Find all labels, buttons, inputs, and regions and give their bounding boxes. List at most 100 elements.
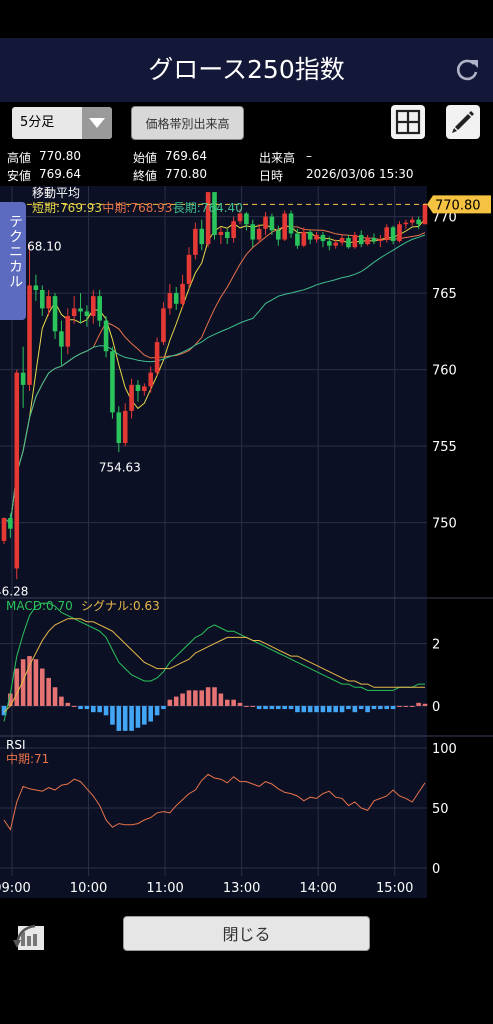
candle-body [116, 412, 122, 444]
macd-histogram-bar [193, 690, 198, 706]
ma-title: 移動平均 [32, 186, 80, 200]
candle-body [244, 213, 249, 225]
macd-histogram-bar [346, 705, 351, 710]
price-chart[interactable]: 770 765 760 755 750 770.80 771.62 754.63 768.10 4… [0, 186, 493, 898]
macd-tick-label: 0 [432, 700, 440, 715]
candle-body [212, 192, 217, 235]
candle-body [161, 308, 166, 343]
candle-body [78, 308, 83, 312]
technical-tab-label: テクニカル [7, 214, 23, 289]
rsi-tick-label: 100 [432, 742, 457, 757]
candle-body [27, 285, 32, 385]
rsi-legend: 中期:71 [6, 751, 49, 766]
chart-back-icon[interactable] [11, 918, 47, 952]
candle-body [84, 311, 90, 317]
candle-body [154, 342, 160, 373]
candle-body [71, 308, 77, 317]
candle-body [397, 224, 402, 242]
candle-body [97, 296, 102, 321]
ma-legend-item: 中期:768.93 [102, 200, 172, 215]
rsi-title: RSI [6, 738, 26, 752]
low-value: 769.64 [39, 167, 81, 181]
candle-body [358, 234, 364, 245]
time-tick-label: 10:00 [70, 881, 107, 896]
candle-body [352, 234, 358, 248]
macd-histogram-bar [199, 690, 205, 706]
interval-select-label: 5分足 [20, 115, 55, 130]
candle-body [384, 227, 390, 240]
candle-body [129, 384, 134, 411]
axis-background [427, 186, 493, 898]
time-tick-label: 14:00 [299, 881, 336, 896]
volume-profile-button[interactable]: 価格帯別出来高 [131, 106, 244, 140]
candle-body [231, 221, 236, 239]
datetime-label: 日時 [259, 169, 284, 183]
macd-histogram-bar [103, 705, 109, 716]
candle-body [122, 410, 128, 444]
candle-body [110, 351, 115, 413]
volume-value: – [306, 149, 312, 163]
candle-body [193, 228, 198, 255]
candle-body [282, 213, 287, 240]
candle-body [371, 238, 377, 242]
candle-body [339, 238, 345, 243]
technical-tab[interactable]: テクニカル [0, 202, 26, 320]
macd-histogram-bar [263, 705, 268, 710]
time-tick-label: 11:00 [146, 881, 183, 896]
interval-select[interactable]: 5分足 [12, 107, 112, 139]
candle-body [199, 228, 205, 245]
rsi-tick-label: 50 [432, 802, 449, 817]
header-bar: グロース250指数 [0, 38, 493, 102]
macd-histogram-bar [39, 668, 45, 706]
macd-histogram-bar [295, 705, 300, 713]
quote-info: 高値 770.80 安値 769.64 始値 769.64 終値 770.80 … [0, 146, 493, 186]
macd-histogram-bar [71, 705, 77, 707]
current-price-badge [427, 195, 491, 214]
candle-body [224, 231, 230, 239]
status-bar [0, 0, 493, 38]
candle-body [378, 239, 383, 242]
macd-histogram-bar [231, 699, 236, 706]
candle-body [288, 213, 294, 234]
macd-histogram-bar [20, 659, 26, 706]
macd-histogram-bar [173, 696, 179, 706]
macd-histogram-bar [142, 705, 147, 725]
candle-body [346, 238, 351, 248]
macd-histogram-bar [422, 703, 428, 706]
candle-body [65, 316, 71, 347]
candle-body [14, 372, 20, 569]
candle-body [409, 219, 415, 223]
macd-histogram-bar [33, 659, 39, 706]
macd-histogram-bar [307, 705, 313, 713]
macd-histogram-bar [135, 705, 141, 728]
refresh-icon[interactable] [453, 56, 481, 84]
price-tick-label: 765 [432, 287, 457, 302]
candle-body [218, 231, 224, 235]
macd-histogram-bar [180, 693, 185, 706]
macd-histogram-bar [390, 705, 396, 710]
ma-legend-item: 短期:769.93 [32, 201, 102, 215]
close-label: 終値 [133, 169, 158, 183]
page-title: グロース250指数 [148, 55, 345, 84]
candle-body [327, 241, 332, 246]
close-button[interactable]: 閉じる [123, 916, 370, 951]
macd-histogram-bar [110, 705, 115, 725]
candle-body [20, 372, 26, 385]
macd-histogram-bar [397, 705, 402, 707]
macd-histogram-bar [154, 705, 160, 716]
macd-histogram-bar [218, 693, 224, 706]
candle-body [46, 296, 51, 309]
candle-body [91, 296, 96, 317]
macd-histogram-bar [301, 705, 307, 713]
draw-button[interactable] [446, 105, 480, 139]
candle-body [103, 320, 109, 352]
left-low-annotation: 46.28 [0, 584, 28, 598]
layout-grid-button[interactable] [391, 105, 425, 139]
macd-histogram-bar [224, 699, 230, 706]
macd-histogram-bar [167, 699, 173, 706]
rsi-line [3, 773, 426, 831]
close-value: 770.80 [165, 167, 207, 181]
macd-histogram-bar [333, 705, 338, 713]
macd-histogram-bar [409, 705, 415, 707]
candle-body [320, 234, 326, 242]
